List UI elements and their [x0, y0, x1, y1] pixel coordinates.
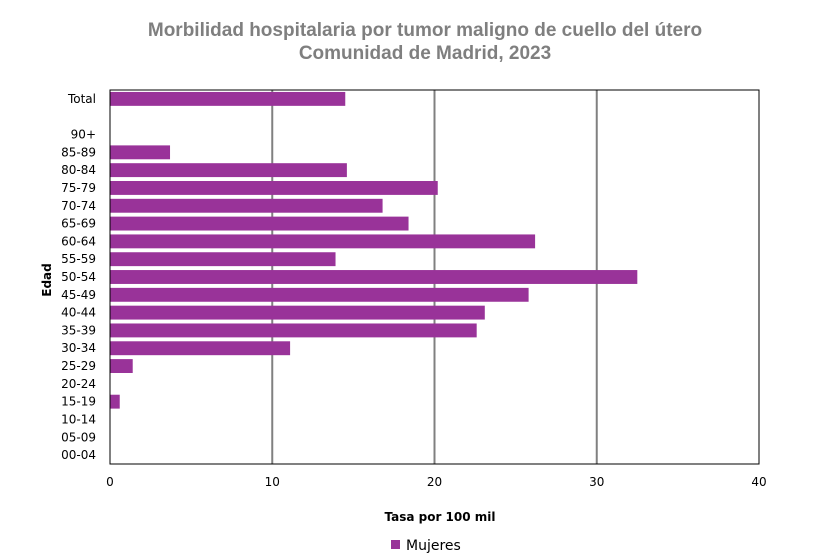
bar — [110, 394, 120, 409]
y-axis-title: Edad — [40, 263, 54, 296]
category-label: 50-54 — [61, 270, 96, 284]
bar — [110, 341, 291, 356]
bar — [110, 145, 171, 160]
category-label: 90+ — [71, 128, 96, 142]
category-label: 85-89 — [61, 145, 96, 159]
category-label: 25-29 — [61, 359, 96, 373]
bar — [110, 252, 336, 267]
x-tick-label: 30 — [589, 475, 604, 489]
bar — [110, 181, 438, 195]
chart-title: Morbilidad hospitalaria por tumor malign… — [148, 20, 702, 41]
bar — [110, 359, 133, 373]
category-label: 05-09 — [61, 430, 96, 444]
category-label: 20-24 — [61, 377, 96, 391]
category-label: 65-69 — [61, 217, 96, 231]
chart-subtitle: Comunidad de Madrid, 2023 — [299, 43, 551, 64]
bar — [110, 163, 347, 178]
category-label: 15-19 — [61, 395, 96, 409]
legend-label: Mujeres — [406, 538, 461, 554]
category-label: 00-04 — [61, 448, 96, 462]
bars — [110, 91, 638, 409]
x-tick-label: 0 — [106, 475, 114, 489]
bar — [110, 287, 529, 302]
legend: Mujeres — [391, 538, 461, 554]
bar — [110, 216, 409, 231]
category-label: 55-59 — [61, 252, 96, 266]
x-axis-title: Tasa por 100 mil — [384, 510, 495, 524]
category-label: 45-49 — [61, 288, 96, 302]
category-label: 35-39 — [61, 323, 96, 337]
bar — [110, 234, 536, 249]
x-tick-labels: 0 10 20 30 40 — [106, 475, 766, 489]
category-label: 80-84 — [61, 163, 96, 177]
category-label: Total — [67, 92, 96, 106]
bar — [110, 323, 477, 338]
x-tick-label: 40 — [751, 475, 766, 489]
plot-area — [109, 89, 760, 465]
bar — [110, 270, 638, 284]
category-label: 30-34 — [61, 341, 96, 355]
bar — [110, 91, 346, 106]
category-label: 60-64 — [61, 234, 96, 248]
bar — [110, 198, 383, 213]
category-label: 40-44 — [61, 306, 96, 320]
x-tick-label: 20 — [427, 475, 442, 489]
category-label: 75-79 — [61, 181, 96, 195]
category-label: 70-74 — [61, 199, 96, 213]
bar — [110, 305, 485, 320]
category-labels: Total 90+ 85-89 80-84 75-79 70-74 65-69 60-64 55… — [61, 92, 96, 462]
x-tick-label: 10 — [265, 475, 280, 489]
category-label: 10-14 — [61, 412, 96, 426]
legend-swatch — [391, 540, 400, 549]
